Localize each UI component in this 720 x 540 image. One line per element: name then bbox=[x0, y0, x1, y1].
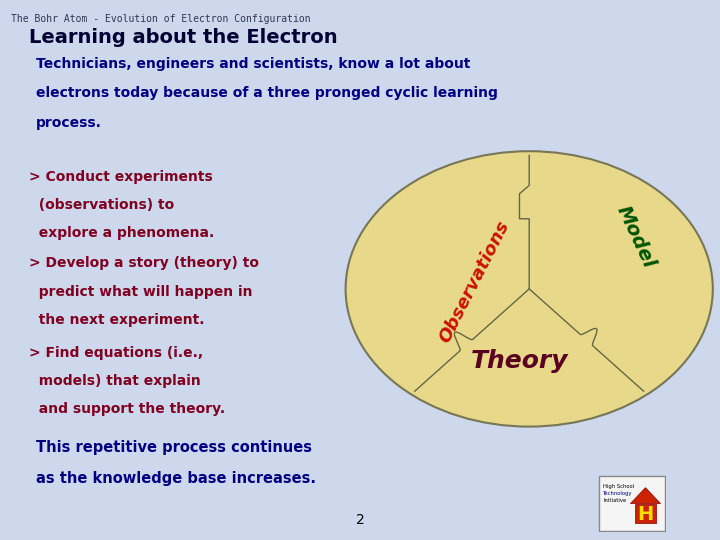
Bar bbox=[635, 503, 656, 523]
Text: The Bohr Atom - Evolution of Electron Configuration: The Bohr Atom - Evolution of Electron Co… bbox=[11, 14, 310, 24]
Text: Learning about the Electron: Learning about the Electron bbox=[29, 28, 338, 47]
Polygon shape bbox=[631, 488, 660, 503]
Text: and support the theory.: and support the theory. bbox=[29, 402, 225, 416]
Text: Observations: Observations bbox=[436, 218, 513, 346]
Text: This repetitive process continues: This repetitive process continues bbox=[36, 440, 312, 455]
Text: Technology: Technology bbox=[603, 491, 633, 496]
Text: Technicians, engineers and scientists, know a lot about: Technicians, engineers and scientists, k… bbox=[36, 57, 470, 71]
Text: > Develop a story (theory) to: > Develop a story (theory) to bbox=[29, 256, 258, 271]
Text: H: H bbox=[637, 505, 654, 524]
Text: > Find equations (i.e.,: > Find equations (i.e., bbox=[29, 346, 203, 360]
Text: (observations) to: (observations) to bbox=[29, 198, 174, 212]
Text: explore a phenomena.: explore a phenomena. bbox=[29, 226, 214, 240]
Text: predict what will happen in: predict what will happen in bbox=[29, 285, 252, 299]
Text: as the knowledge base increases.: as the knowledge base increases. bbox=[36, 471, 316, 486]
Text: process.: process. bbox=[36, 116, 102, 130]
Text: Theory: Theory bbox=[472, 348, 569, 373]
Text: the next experiment.: the next experiment. bbox=[29, 313, 204, 327]
Text: electrons today because of a three pronged cyclic learning: electrons today because of a three prong… bbox=[36, 86, 498, 100]
Text: models) that explain: models) that explain bbox=[29, 374, 201, 388]
Text: High School: High School bbox=[603, 484, 634, 489]
Text: 2: 2 bbox=[356, 512, 364, 526]
Text: > Conduct experiments: > Conduct experiments bbox=[29, 170, 212, 184]
Text: Initiative: Initiative bbox=[603, 498, 626, 503]
Text: Model: Model bbox=[613, 202, 658, 271]
Circle shape bbox=[346, 151, 713, 427]
